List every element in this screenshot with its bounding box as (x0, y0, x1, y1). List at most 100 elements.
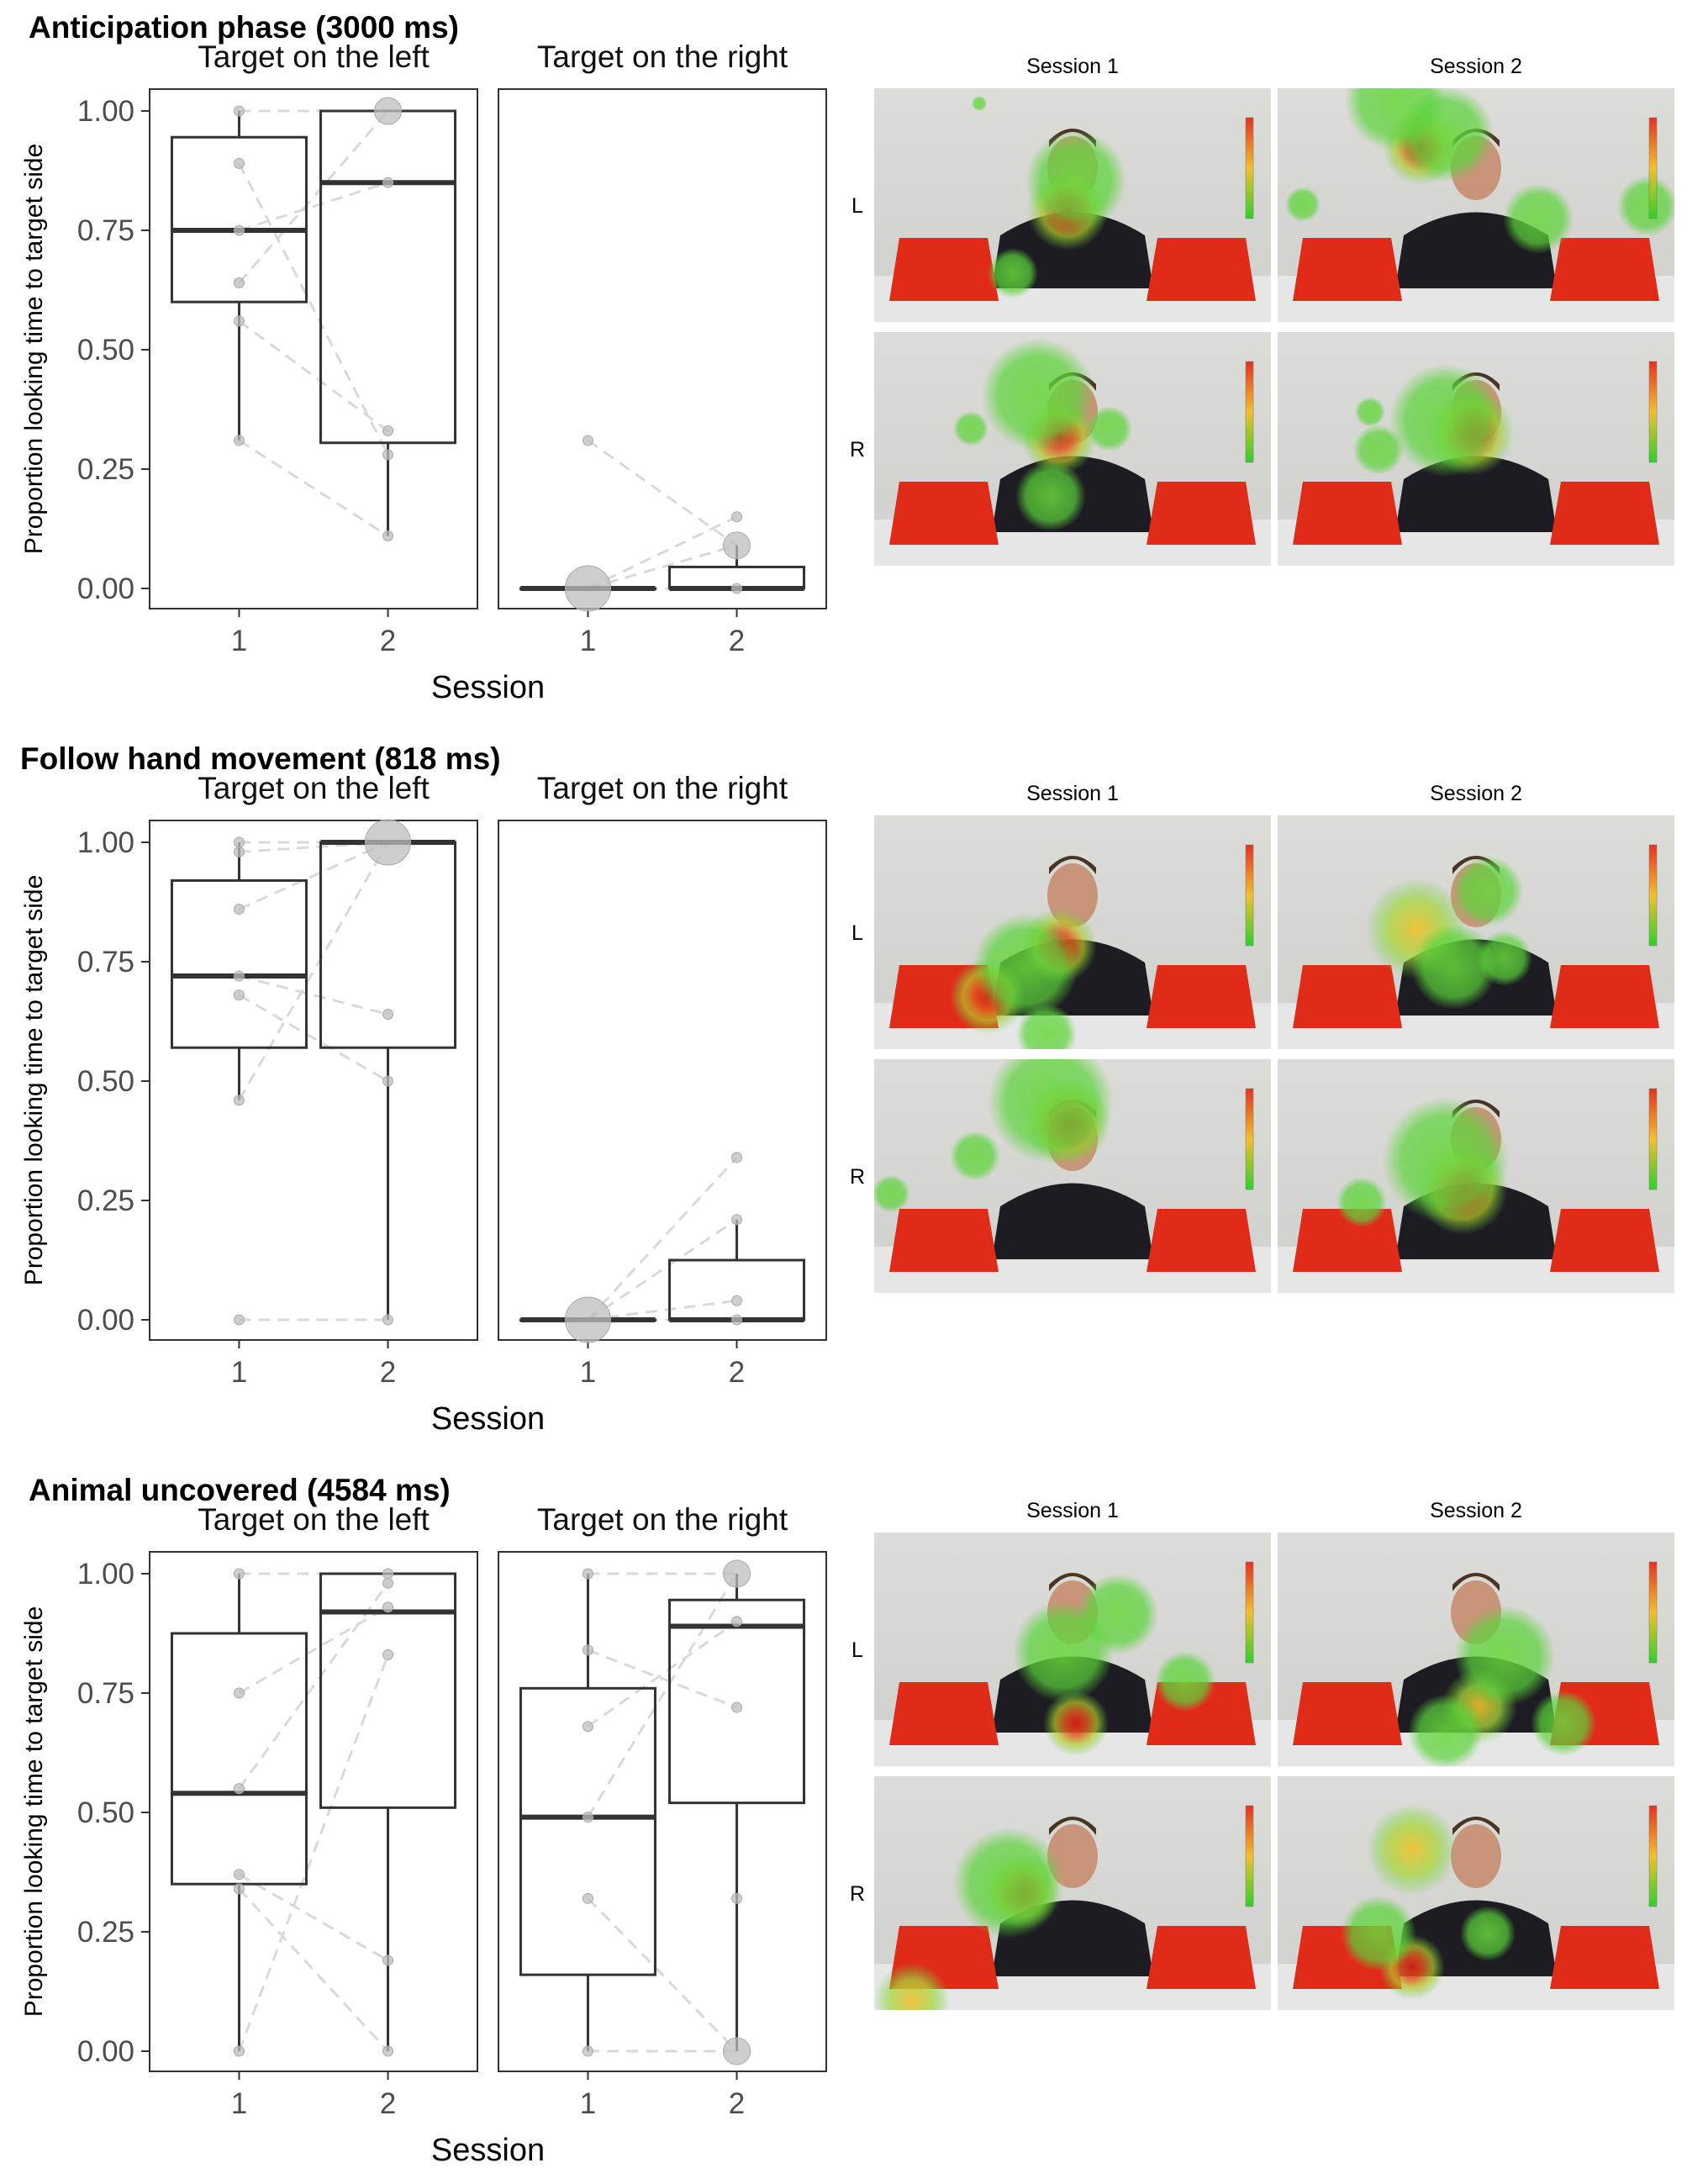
data-point (382, 1075, 394, 1087)
gaze-heat-blob (1025, 130, 1126, 231)
gaze-heat-blob (981, 338, 1095, 452)
pair-line (587, 439, 738, 547)
x-axis-label: Session (431, 1401, 545, 1437)
right-bucket (1147, 238, 1256, 301)
data-point (382, 449, 394, 461)
heatmap-session-1-label: Session 1 (1026, 1499, 1119, 1522)
heatmap-image (874, 1776, 1271, 2010)
heatmap-grid-1: Session 1 Session 2 L R (850, 55, 1674, 566)
pair-line (587, 1218, 738, 1321)
heatmap-image (1278, 1059, 1674, 1293)
y-tick-label: 1.00 (77, 1558, 134, 1591)
data-point (564, 1296, 611, 1343)
x-tick-label: 2 (729, 625, 745, 657)
y-tick-label: 0.00 (77, 2035, 134, 2068)
person-hair (1049, 1817, 1096, 1835)
data-point (233, 1783, 245, 1795)
data-point (233, 1095, 245, 1106)
x-tick-label: 1 (580, 625, 596, 657)
pair-line (238, 841, 389, 1101)
heatmap-scene (1278, 1776, 1674, 2010)
chart-title: Anticipation phase (3000 ms) (29, 10, 459, 45)
data-point (233, 970, 245, 982)
gaze-heat-blob (1345, 88, 1446, 151)
left-bucket (1293, 1209, 1402, 1272)
data-point (582, 1644, 593, 1656)
gaze-heat-blob (973, 914, 1078, 1020)
heatmap-session-1-label: Session 1 (1026, 782, 1119, 805)
heatmap-image (1278, 815, 1674, 1049)
right-bucket (1550, 965, 1659, 1028)
person-head (1451, 1824, 1501, 1888)
data-point (382, 1568, 394, 1580)
boxplot-panels: Anticipation phase (3000 ms) Proportion l… (20, 10, 827, 2168)
heatmap-scene (1278, 332, 1674, 566)
heatmap-row-left-label: L (851, 1638, 863, 1662)
gaze-heat-blob (972, 96, 987, 111)
facet-label: Target on the right (537, 40, 788, 74)
person-hair (1049, 1573, 1096, 1591)
gaze-heat-blob (1454, 1606, 1555, 1707)
person-hair (1452, 1573, 1500, 1591)
gaze-heat-blob (874, 1963, 950, 2010)
data-point (233, 105, 245, 117)
data-point (382, 2045, 394, 2057)
gaze-heat-blob (953, 411, 988, 446)
gaze-heat-blob (1341, 1896, 1416, 1971)
heat-scale-bar (1648, 1561, 1658, 1664)
y-axis-label: Proportion looking time to target side (20, 1606, 48, 2018)
heat-scale-bar (1245, 1561, 1254, 1664)
data-point (233, 836, 245, 848)
heat-scale-bar (1648, 1805, 1658, 1907)
heatmap-image (874, 88, 1271, 322)
heatmap-session-2-label: Session 2 (1430, 55, 1522, 78)
gaze-heat-blob (1383, 1097, 1509, 1223)
heatmap-image (874, 815, 1271, 1049)
heatmap-grid-2: Session 1 Session 2 L R (850, 782, 1674, 1293)
panel-border (149, 88, 478, 609)
heat-scale-bar (1245, 117, 1254, 219)
panel-border (498, 1551, 827, 2072)
gaze-heat-blob (953, 1828, 1064, 1939)
gaze-heat-blob (1411, 924, 1497, 1010)
x-tick-label: 1 (580, 2087, 596, 2120)
chart-title: Follow hand movement (818 ms) (20, 741, 501, 776)
chart-section-1: Anticipation phase (3000 ms) Proportion l… (20, 10, 827, 705)
facet-label: Target on the left (198, 1502, 430, 1537)
pair-line (238, 1887, 389, 2053)
data-point (582, 435, 593, 446)
heatmap-image (1278, 88, 1674, 322)
y-tick-label: 0.75 (77, 214, 134, 247)
data-point (233, 1314, 245, 1326)
gaze-heat-blob (988, 1059, 1114, 1164)
heatmap-image (1278, 1776, 1674, 2010)
panel-border (149, 1551, 478, 2072)
right-bucket (1550, 482, 1659, 545)
heatmap-scene (874, 1532, 1271, 1766)
y-tick-label: 1.00 (77, 826, 134, 859)
box-session-1 (170, 135, 308, 303)
heatmap-grid-3: Session 1 Session 2 L R (850, 1499, 1674, 2010)
pair-line (239, 974, 388, 1016)
right-bucket (1147, 1926, 1256, 1989)
y-tick-label: 0.00 (77, 1304, 134, 1337)
data-point (382, 1577, 394, 1589)
pair-line (587, 1897, 738, 2053)
heat-scale-bar (1648, 1088, 1658, 1190)
gaze-heat-blob (950, 1131, 1000, 1181)
gaze-heat-blob (1087, 406, 1132, 451)
pair-line (587, 1620, 738, 1728)
facet-panel-left: Target on the left 1 2 (149, 1502, 478, 2120)
x-tick-label: 1 (231, 2087, 247, 2120)
data-point (731, 1701, 743, 1713)
data-point (233, 1568, 245, 1580)
heatmap-scene (874, 1776, 1271, 2010)
box-session-2 (668, 1598, 806, 1805)
pair-line (587, 1573, 738, 1818)
left-bucket (889, 1682, 999, 1745)
left-bucket (1293, 1682, 1402, 1745)
left-bucket (1293, 238, 1402, 301)
heatmap-scene (1278, 1059, 1674, 1293)
person-body (992, 1183, 1153, 1259)
panel-border (498, 88, 827, 609)
